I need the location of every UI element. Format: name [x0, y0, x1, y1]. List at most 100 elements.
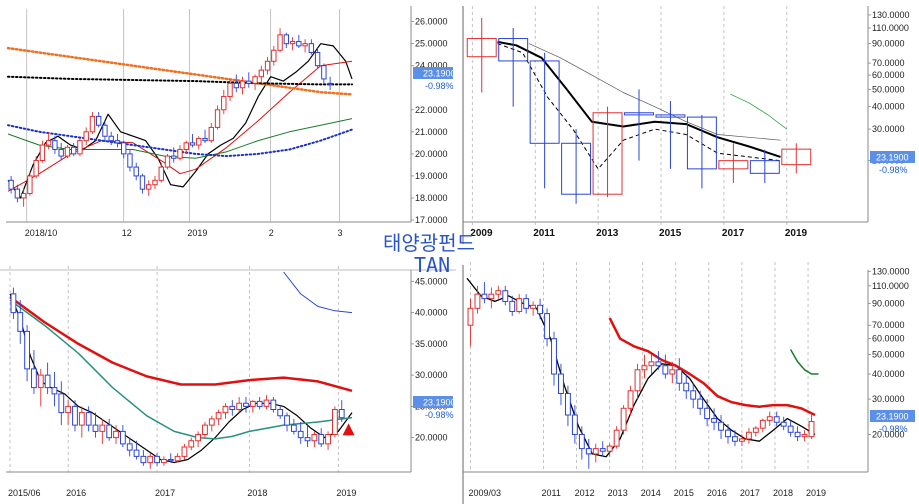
yearly-y-tick-labels: 130.0000 110.0000 90.0000 70.0000 60.0000 50.… [868, 10, 910, 166]
candle-body [154, 455, 160, 464]
x-tick-label: 2013 [608, 488, 628, 498]
y-tick-label: 17.0000 [415, 215, 448, 225]
candle [732, 430, 738, 447]
candle-body [296, 40, 302, 47]
yearly-x-tick-labels: 2009 2011 2013 2015 2017 2019 [470, 228, 807, 239]
candle-body [318, 434, 325, 445]
candle [196, 136, 202, 150]
candle-body [113, 430, 119, 439]
candle-body [289, 40, 296, 45]
candle [85, 406, 92, 432]
candle [544, 308, 550, 347]
candle [561, 129, 592, 204]
x-tick-label: 2014 [641, 488, 661, 498]
candle-body [641, 365, 648, 371]
candle [121, 140, 127, 159]
candle [620, 405, 627, 435]
series-line-ma_green [730, 93, 788, 130]
x-tick-label: 2011 [542, 488, 561, 498]
candle-body [766, 416, 773, 421]
candle [537, 298, 544, 320]
candle [202, 422, 208, 438]
candle [690, 383, 697, 409]
candle [20, 189, 27, 207]
candle-body [174, 455, 181, 462]
candle-body [314, 51, 321, 67]
candle-body [551, 338, 557, 375]
candle-body [20, 193, 27, 199]
candle [127, 149, 133, 172]
yearly-change-text: -0.98% [879, 165, 908, 175]
daily-x-tick-labels: 2018/10 12 2019 2 3 [25, 228, 343, 238]
yearly-series-group [497, 40, 788, 170]
candle-body [277, 34, 283, 51]
candle-body [258, 69, 264, 78]
candle-body [718, 421, 724, 431]
candle [99, 418, 106, 444]
candle-body [126, 443, 133, 451]
candle [171, 147, 177, 163]
candle [92, 412, 99, 438]
candle-body [106, 424, 113, 439]
yearly-gridlines [471, 6, 788, 232]
candle [24, 325, 30, 382]
candle [523, 294, 530, 314]
candle-body [51, 387, 58, 395]
series-line-ma_orange_dotted [6, 46, 354, 96]
candle-body [606, 445, 613, 452]
candle [509, 295, 516, 316]
candle [686, 114, 717, 189]
candle [558, 363, 564, 406]
y-tick-label: 130.0000 [872, 10, 910, 20]
candle [126, 437, 133, 457]
candle-body [161, 459, 167, 464]
candle-body [243, 402, 249, 407]
candle-body [202, 424, 208, 435]
candle [51, 372, 58, 407]
candle-body [530, 304, 537, 309]
x-tick-label: 2009/03 [468, 488, 501, 498]
x-tick-label: 2019 [336, 488, 356, 498]
y-tick-label: 50.0000 [872, 84, 905, 94]
candle [215, 409, 222, 426]
candle-body [37, 374, 44, 389]
candle-body [31, 368, 37, 389]
candle [167, 453, 174, 463]
candle [327, 76, 333, 90]
candle [801, 430, 808, 442]
candle [474, 285, 481, 314]
candle [264, 56, 271, 75]
candle-body [732, 436, 738, 442]
candle-body [488, 293, 495, 300]
candle [229, 400, 236, 416]
title-korean: 태양광펀드 [383, 231, 475, 255]
candle [164, 153, 171, 170]
candle [624, 89, 654, 161]
candle-body [498, 38, 529, 62]
candle-body [221, 96, 227, 111]
candle-body [229, 405, 236, 410]
candle-body [70, 146, 77, 155]
candle-body [119, 430, 126, 445]
candle [252, 74, 258, 90]
candle [606, 443, 613, 457]
series-line-ma_dashed [497, 43, 781, 170]
candle-body [14, 188, 21, 199]
candle-body [648, 361, 655, 367]
y-tick-label: 60.0000 [872, 70, 905, 80]
x-tick-label: 2 [269, 228, 274, 238]
candle-body [321, 65, 327, 80]
daily-last-price-text: 23.1900 [423, 69, 456, 79]
candle-body [277, 409, 284, 417]
candle [704, 399, 711, 427]
candle [711, 408, 718, 431]
candle [738, 434, 745, 447]
candle-body [655, 114, 686, 118]
candle [488, 287, 495, 309]
daily-chart-panel: 26.0000 25.0000 24.0000 22.0000 21.0000 20.00… [0, 0, 456, 244]
y-tick-label: 20.0000 [415, 433, 448, 443]
candle-body [96, 115, 102, 126]
candle-body [578, 433, 585, 450]
candle-body [718, 160, 749, 170]
